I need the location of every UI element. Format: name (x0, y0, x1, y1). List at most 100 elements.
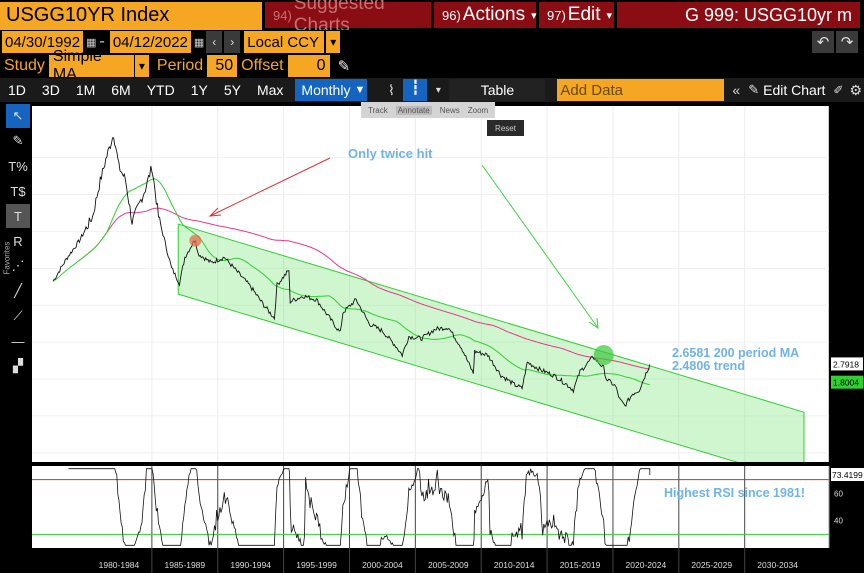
collapse-icon[interactable]: « (732, 82, 741, 98)
chevron-left-icon[interactable]: ‹ (206, 31, 223, 53)
tab-edit[interactable]: 97) Edit ▾ (539, 2, 614, 28)
fan-icon[interactable]: ⋰ (11, 258, 25, 273)
rsi-panel: 1980-1984 1985-1989 1990-1994 1995-1999 2000… (32, 466, 864, 573)
touch-point-1 (189, 234, 202, 247)
chart-svg[interactable]: 14.0012.0010.008.006.004.002.000.00-2.00… (0, 102, 864, 573)
period-input[interactable]: 50 (207, 55, 238, 77)
tab-edit-num: 97) (547, 7, 566, 23)
pen-icon: ✎ (748, 82, 760, 97)
line-chart-icon[interactable]: ⌇ (388, 81, 395, 98)
pen-icon[interactable]: ✎ (337, 58, 351, 75)
ruler-icon[interactable]: ▞ (13, 358, 23, 373)
ma50-text: 1.8004 (833, 378, 859, 388)
reset-button[interactable]: Reset (487, 120, 524, 136)
reset-label: Reset (495, 123, 516, 133)
edit-chart-button[interactable]: Edit Chart (763, 82, 826, 98)
tab-edit-label: Edit (567, 4, 601, 25)
chevron-down-icon[interactable]: ▾ (435, 84, 441, 96)
period-1y[interactable]: 1Y (190, 82, 208, 98)
y-tick-label: 0.00 (834, 412, 850, 421)
ticker-box[interactable]: USGG10YR Index (0, 1, 262, 30)
annotation-ma200: 2.6581 200 period MA (672, 346, 799, 360)
rsi-tick-label: 40 (834, 517, 843, 526)
y-tick-label: 12.00 (834, 191, 855, 200)
tab-suggested-charts[interactable]: 94) Suggested Charts (265, 0, 431, 36)
tab-actions-num: 96) (442, 7, 461, 23)
news-button[interactable]: News (439, 105, 460, 115)
period-label: Period (156, 57, 204, 74)
tab-actions[interactable]: 96) Actions ▾ (434, 2, 537, 28)
currency-select[interactable]: Local CCY (244, 31, 325, 53)
period-6m[interactable]: 6M (111, 82, 131, 98)
y-tick-label: 6.00 (834, 301, 850, 310)
floating-toolbar: Track Annotate News Zoom (361, 102, 496, 118)
text-icon[interactable]: T (6, 204, 30, 228)
ma200-line (79, 207, 650, 370)
redo-icon[interactable]: ↷ (836, 31, 858, 53)
currency-value: Local CCY (247, 33, 319, 51)
line-icon[interactable]: ╱ (14, 283, 22, 298)
last-value-text: 2.7918 (833, 359, 859, 369)
calendar-icon[interactable]: ▦ (193, 36, 205, 49)
price-line (52, 137, 651, 407)
y-tick-label: 8.00 (834, 264, 850, 273)
period-ytd[interactable]: YTD (146, 82, 175, 98)
end-date-field[interactable]: 04/12/2022 (109, 31, 191, 53)
table-button[interactable]: Table (449, 79, 546, 101)
trend-channel (177, 223, 805, 462)
start-date-field[interactable]: 04/30/1992 (2, 31, 84, 53)
favorites-label[interactable]: Favorites (2, 241, 12, 275)
chevron-right-icon[interactable]: › (224, 31, 241, 53)
bar-chart-icon[interactable]: ┇ (403, 79, 428, 101)
period-1m[interactable]: 1M (75, 82, 96, 98)
x-tick-label: 2010-2014 (494, 560, 535, 570)
edit-icon[interactable]: ✐ (833, 83, 844, 97)
arrow-red-head (208, 207, 222, 217)
hline-icon[interactable]: — (11, 333, 25, 349)
x-tick-label: 1995-1999 (296, 560, 337, 570)
arrow-green-head (588, 317, 599, 330)
calendar-icon[interactable]: ▦ (86, 36, 97, 49)
chart-title-tab: G 999: USGG10yr m (617, 2, 860, 28)
annotate-button[interactable]: Annotate (395, 105, 432, 115)
segment-icon[interactable]: ⟋ (13, 308, 23, 323)
period-5y[interactable]: 5Y (223, 82, 241, 98)
cursor-icon[interactable]: ↖ (6, 104, 30, 128)
period-toolbar: 1D 3D 1M 6M YTD 1Y 5Y Max Monthly ▼ ⌇ ┇ … (0, 78, 864, 102)
offset-input[interactable]: 0 (287, 55, 330, 77)
add-data-input[interactable]: Add Data (557, 79, 725, 101)
frequency-select[interactable]: Monthly ▼ (295, 79, 368, 101)
date-separator: - (99, 33, 105, 50)
add-data-placeholder: Add Data (560, 81, 623, 99)
main-panel: 14.0012.0010.008.006.004.002.000.00-2.00… (32, 106, 855, 462)
text-pct-icon[interactable]: T% (8, 158, 28, 174)
track-button[interactable]: Track (368, 105, 388, 115)
chart-area[interactable]: 14.0012.0010.008.006.004.002.000.00-2.00… (0, 102, 864, 573)
period-1d[interactable]: 1D (8, 82, 26, 98)
rsi-tick-label: 60 (834, 489, 843, 498)
study-select[interactable]: Simple MA (48, 48, 134, 83)
gear-icon[interactable]: ⚙ (849, 81, 862, 98)
touch-point-2 (593, 345, 614, 366)
date-range-bar: 04/30/1992 ▦ - 04/12/2022 ▦ ‹ › Local CC… (0, 30, 864, 54)
pen-icon[interactable]: ✎ (12, 133, 24, 148)
y-tick-label: -2.00 (834, 449, 853, 458)
tab-suggested-num: 94) (273, 7, 292, 23)
chevron-down-icon[interactable]: ▾ (326, 31, 341, 53)
rsi-annotation: Highest RSI since 1981! (664, 486, 805, 500)
period-max[interactable]: Max (256, 82, 284, 98)
period-3d[interactable]: 3D (41, 82, 60, 98)
undo-icon[interactable]: ↶ (812, 31, 834, 53)
chevron-down-icon: ▾ (606, 9, 613, 22)
ticker-label: USGG10YR Index (6, 4, 170, 26)
zoom-button[interactable]: Zoom (467, 105, 489, 115)
chevron-down-icon[interactable]: ▾ (134, 55, 149, 77)
text-dollar-icon[interactable]: T$ (10, 183, 26, 199)
title-bar: USGG10YR Index 94) Suggested Charts 96) … (0, 0, 864, 36)
x-tick-label: 1985-1989 (164, 560, 205, 570)
r-icon[interactable]: R (13, 233, 23, 249)
rsi-value-text: 73.4199 (832, 470, 863, 480)
annotation-only-twice: Only twice hit (348, 146, 433, 161)
x-tick-label: 2000-2004 (362, 560, 403, 570)
x-tick-label: 2015-2019 (560, 560, 601, 570)
